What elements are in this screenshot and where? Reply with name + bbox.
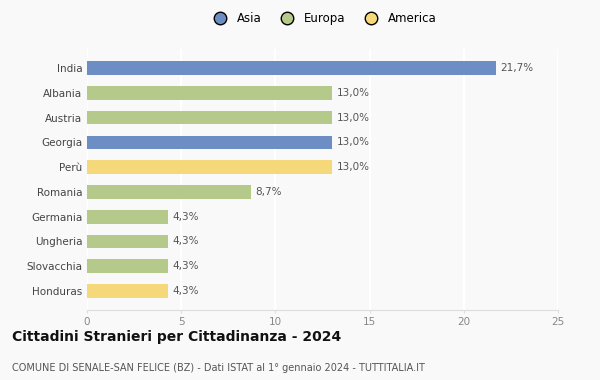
Bar <box>87 86 332 100</box>
Text: 4,3%: 4,3% <box>173 212 199 222</box>
Text: 13,0%: 13,0% <box>337 162 370 172</box>
Text: 13,0%: 13,0% <box>337 112 370 123</box>
Bar <box>87 136 332 149</box>
Bar <box>87 61 496 75</box>
Text: 21,7%: 21,7% <box>500 63 533 73</box>
Text: 8,7%: 8,7% <box>256 187 282 197</box>
Legend: Asia, Europa, America: Asia, Europa, America <box>205 8 440 28</box>
Text: 4,3%: 4,3% <box>173 236 199 247</box>
Bar <box>87 235 168 248</box>
Text: COMUNE DI SENALE-SAN FELICE (BZ) - Dati ISTAT al 1° gennaio 2024 - TUTTITALIA.IT: COMUNE DI SENALE-SAN FELICE (BZ) - Dati … <box>12 363 425 373</box>
Bar <box>87 160 332 174</box>
Text: 4,3%: 4,3% <box>173 261 199 271</box>
Bar <box>87 284 168 298</box>
Bar <box>87 260 168 273</box>
Text: 13,0%: 13,0% <box>337 88 370 98</box>
Text: Cittadini Stranieri per Cittadinanza - 2024: Cittadini Stranieri per Cittadinanza - 2… <box>12 330 341 344</box>
Text: 4,3%: 4,3% <box>173 286 199 296</box>
Text: 13,0%: 13,0% <box>337 138 370 147</box>
Bar <box>87 111 332 124</box>
Bar <box>87 185 251 199</box>
Bar <box>87 210 168 223</box>
